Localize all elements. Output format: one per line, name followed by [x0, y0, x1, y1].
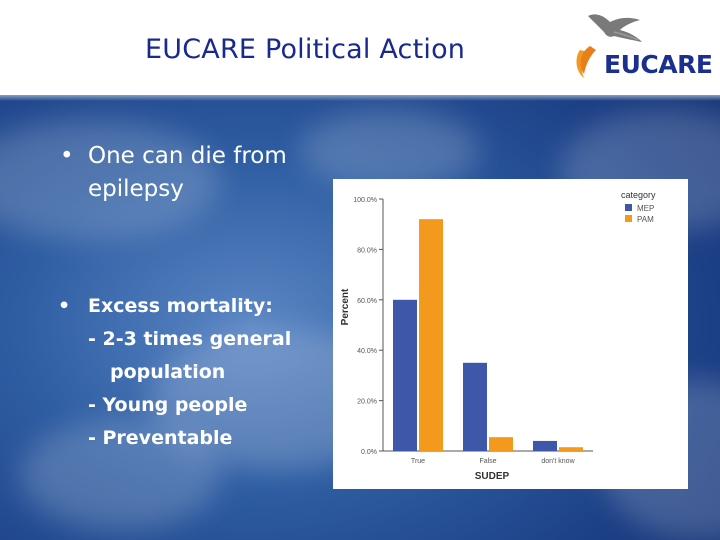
sudep-bar-chart: 0.0% 20.0% 40.0% 60.0% 80.0% 100.0% True False…: [333, 179, 688, 489]
cloud-decoration: [300, 110, 480, 190]
legend-swatch-pam: [625, 215, 632, 222]
eucare-logo: [566, 6, 716, 92]
bullet-symbol: •: [58, 295, 71, 317]
legend-swatch-mep: [625, 204, 632, 211]
bullet-line: population: [110, 361, 226, 383]
bullet-symbol: •: [60, 143, 74, 169]
eagle-icon: [576, 14, 642, 78]
legend-label-mep: MEP: [637, 204, 654, 213]
y-axis-label: Percent: [340, 288, 351, 325]
cloud-decoration: [20, 420, 220, 530]
bullet-line: - Preventable: [88, 427, 233, 449]
legend-label-pam: PAM: [637, 215, 654, 224]
y-tick-label: 60.0%: [357, 298, 377, 305]
bullet-line: - Young people: [88, 394, 248, 416]
bar-pam-2: [559, 447, 583, 451]
bullet-line: epilepsy: [88, 176, 184, 202]
y-tick-label: 20.0%: [357, 399, 377, 406]
y-tick-label: 40.0%: [357, 348, 377, 355]
chart-legend: category MEP PAM: [621, 190, 656, 224]
bar-mep-2: [533, 440, 557, 451]
slide-title: EUCARE Political Action: [145, 34, 466, 65]
chart-canvas: 0.0% 20.0% 40.0% 60.0% 80.0% 100.0% True False…: [340, 190, 656, 482]
bar-mep-1: [463, 362, 487, 451]
bar-pam-0: [419, 219, 443, 451]
y-tick-label: 0.0%: [361, 449, 377, 456]
y-tick-label: 80.0%: [357, 247, 377, 254]
cloud-decoration: [0, 120, 220, 240]
bar-pam-1: [489, 437, 513, 451]
bullet-line: One can die from: [88, 143, 287, 169]
title-bar-shadow: [0, 95, 720, 101]
x-tick-label: don't know: [541, 458, 575, 465]
logo-wordmark: EUCARE: [604, 50, 713, 79]
x-axis-label: SUDEP: [475, 471, 510, 482]
legend-title: category: [621, 190, 656, 200]
bar-mep-0: [393, 299, 417, 451]
x-tick-label: True: [411, 458, 425, 465]
x-tick-label: False: [479, 458, 496, 465]
bullet-line: Excess mortality:: [88, 295, 273, 317]
y-tick-label: 100.0%: [353, 197, 377, 204]
bullet-line: - 2-3 times general: [88, 328, 292, 350]
